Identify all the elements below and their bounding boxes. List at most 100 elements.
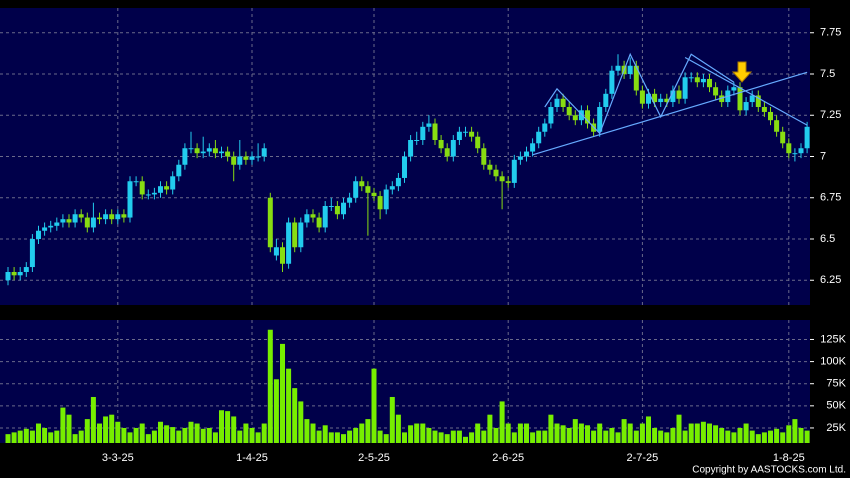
volume-bar [463,436,468,443]
candle-body [286,222,292,264]
volume-bar [54,430,60,443]
candle-body [517,156,523,160]
y-tick-label: 6.5 [820,233,835,245]
volume-bar [798,427,804,443]
volume-bar [713,425,719,443]
candle-body [749,95,755,103]
candle-body [633,65,639,91]
candle-body [499,176,505,182]
volume-bar [780,432,786,443]
volume-bar [432,430,438,443]
volume-bar [597,423,603,443]
candle-body [139,181,145,195]
volume-bar [359,423,365,443]
candle-body [78,214,84,218]
candle-body [164,186,170,190]
volume-bar [700,421,706,443]
candle-body [371,192,377,197]
candle-body [188,148,194,150]
candle-body [536,131,542,144]
volume-bar [530,432,536,443]
candle-body [127,181,133,218]
candle-body [755,95,761,107]
candle-body [267,197,273,248]
volume-bar [219,410,224,443]
candle-body [688,77,694,79]
trendline [684,56,808,126]
candle-body [365,186,371,193]
volume-bar [554,423,560,443]
trendline [544,52,735,135]
candle-body [304,214,310,223]
candle-body [676,90,682,99]
volume-bar [475,423,481,443]
volume-bar [548,414,554,443]
volume-bar [786,425,792,443]
candle-body [42,227,48,231]
volume-panel [0,320,810,443]
candle-body [151,192,157,195]
volume-bar [334,432,340,443]
copyright: Copyright by AASTOCKS.com Ltd. [692,465,846,476]
volume-bar [505,423,511,443]
candle-body [481,148,487,165]
candle-body [11,272,17,276]
candle-body [737,87,743,111]
x-tick-label: 1-4-25 [236,452,268,464]
candle-body [792,153,798,155]
volume-bar [109,414,115,443]
candle-body [414,140,420,141]
volume-bar [585,425,590,443]
volume-bar [48,432,54,443]
candle-body [310,214,316,218]
candle-body [298,222,304,248]
volume-bar [591,430,597,443]
candle-body [353,181,359,198]
candle-body [700,78,706,83]
volume-bar [749,430,755,443]
candle-body [420,126,426,140]
candle-body [225,151,231,157]
volume-bar [511,432,517,443]
volume-bar [499,401,505,443]
candle-body [444,148,450,157]
candle-body [377,196,383,210]
volume-bar [444,434,450,443]
candle-body [36,230,41,239]
candle-body [609,70,615,94]
volume-bar [212,432,218,443]
candle-body [292,222,298,248]
candle-body [774,120,780,132]
candle-body [511,159,517,183]
candle-body [664,98,670,103]
volume-bar [5,434,11,443]
volume-bar [774,428,780,443]
volume-bar [78,430,84,443]
volume-bar [139,423,145,443]
candle-body [603,93,609,107]
volume-bar [11,432,17,443]
volume-bar [694,423,700,443]
volume-bar [383,434,389,443]
candle-body [670,90,676,103]
candle-body [90,217,96,228]
volume-bar [627,423,633,443]
volume-bar [682,430,688,443]
x-tick-label: 1-8-25 [773,452,805,464]
candle-body [103,214,109,220]
candle-body [341,202,346,215]
volume-bar [402,432,407,443]
candle-body [566,107,572,116]
volume-bar [609,427,615,443]
volume-bar [176,430,182,443]
candle-body [212,148,218,154]
volume-bar [188,421,194,443]
y-tick-label: 7.5 [820,68,835,80]
candle-body [249,156,255,160]
volume-bar [664,432,670,443]
volume-bar [170,427,176,443]
volume-bar [84,419,90,443]
candle-body [707,78,712,88]
candle-body [768,111,773,121]
candle-body [219,151,224,154]
